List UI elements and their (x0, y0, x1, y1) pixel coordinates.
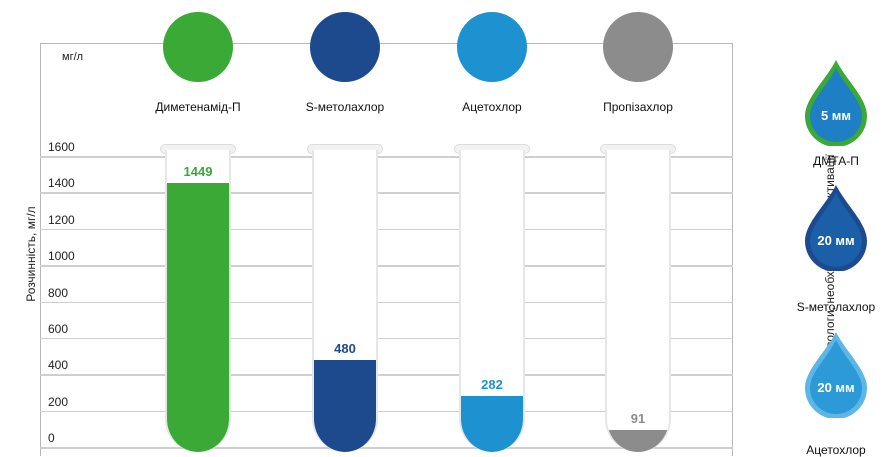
gridline (40, 265, 733, 267)
y-tick-label: 600 (48, 321, 69, 336)
unit-label: мг/л (62, 51, 84, 63)
bar (167, 183, 229, 452)
y-axis-label: Розчинність, мг/л (24, 206, 38, 302)
water-drop-icon: 5 мм (801, 58, 871, 147)
y-tick-label: 800 (48, 285, 69, 300)
gridline (40, 374, 733, 376)
data-label: 91 (630, 411, 646, 427)
bar (314, 359, 376, 452)
category-label: Пропізахлор (603, 100, 673, 114)
product-circle (457, 12, 527, 82)
y-tick-label: 400 (48, 358, 69, 373)
drop-value: 20 мм (817, 380, 855, 395)
data-label: 282 (481, 376, 503, 392)
product-circle (310, 12, 380, 82)
y-tick-label: 1000 (48, 249, 75, 264)
data-label: 1449 (183, 164, 213, 180)
y-tick-label: 1600 (48, 140, 75, 154)
drop-value: 5 мм (820, 108, 852, 123)
y-tick-label: 0 (48, 431, 55, 445)
category-label: S-метолахлор (305, 100, 385, 114)
gridline (40, 301, 733, 303)
gridline (40, 447, 733, 449)
y-tick-label: 1400 (48, 176, 75, 191)
gridline (40, 228, 733, 231)
tube (312, 150, 378, 452)
drop-caption: S-метолахлор (796, 300, 876, 314)
category-label: Диметенамід-П (155, 100, 241, 114)
tube (165, 150, 231, 452)
drop-caption: Ацетохлор (806, 443, 866, 457)
data-label: 480 (334, 340, 356, 356)
gridline (40, 337, 733, 340)
tube (459, 150, 525, 452)
water-drop-icon: 20 мм (801, 183, 871, 272)
y-tick-label: 200 (48, 394, 69, 409)
gridline (40, 156, 733, 158)
water-drop-icon: 20 мм (801, 330, 871, 419)
y-tick-label: 1200 (48, 212, 75, 227)
tube (605, 150, 671, 452)
bar (461, 395, 523, 452)
bar (607, 430, 669, 452)
product-circle (163, 12, 233, 82)
drop-value: 20 мм (817, 233, 855, 248)
gridline (40, 410, 733, 413)
drop-caption: ДМТА-П (813, 154, 859, 168)
product-circle (603, 12, 673, 82)
category-label: Ацетохлор (462, 100, 522, 114)
gridline (40, 192, 733, 194)
